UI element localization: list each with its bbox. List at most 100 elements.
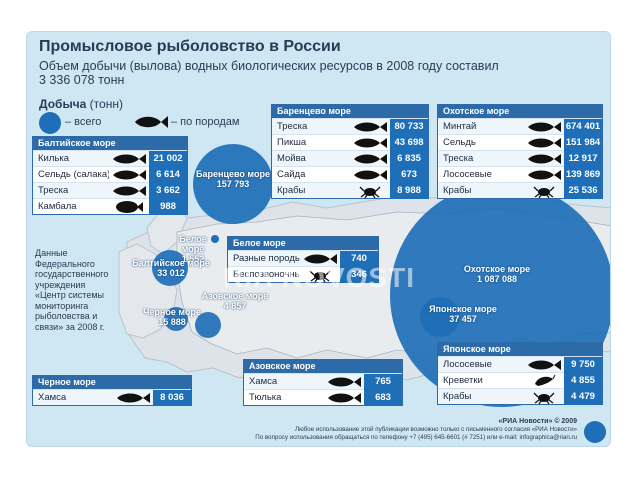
panel-baltic-sea: Балтийское море Килька 21 002 Сельдь (сала…	[32, 136, 188, 215]
fish-icon	[109, 152, 149, 166]
catch-value: 765	[364, 373, 402, 390]
table-row: Крабы 4 479	[438, 388, 602, 405]
table-row: Минтай 674 401	[438, 118, 602, 135]
bubble-baltic-value: 33 012	[157, 268, 185, 278]
infographic-frame: Промысловое рыболовство в России Объем д…	[26, 31, 611, 447]
table-row: Крабы 8 988	[272, 182, 428, 199]
page-title: Промысловое рыболовство в России	[39, 38, 341, 55]
data-source-note: Данные Федерального государственного учр…	[35, 248, 109, 332]
panel-japan-sea: Японское море Лососевые 9 750 Креветки 4 85…	[437, 342, 603, 405]
table-row: Лососевые 139 869	[438, 166, 602, 183]
species-name: Сайда	[277, 169, 306, 180]
panel-okhotsk-title: Охотское море	[438, 105, 602, 118]
footer: «РИА Новости» © 2009 Любое использование…	[177, 418, 577, 442]
fish-icon	[300, 252, 340, 266]
table-row: Крабы 25 536	[438, 182, 602, 199]
species-name: Пикша	[277, 137, 307, 148]
watermark: RIA NOVOSTI	[223, 262, 415, 293]
panel-white-title: Белое море	[228, 237, 378, 250]
panel-black-sea: Черное море Хамса 8 036	[32, 375, 192, 406]
catch-value: 674 401	[564, 118, 602, 135]
table-row: Треска 3 662	[33, 182, 187, 199]
species-name: Крабы	[277, 185, 306, 196]
bubble-azov-sea	[195, 312, 221, 338]
species-name: Разные породы	[233, 253, 300, 264]
species-name: Лососевые	[443, 359, 492, 370]
bubble-label-black: Черное море 15 888	[139, 307, 205, 327]
catch-value: 12 917	[564, 150, 602, 167]
legend-title-bold: Добыча	[39, 97, 87, 111]
page-subtitle: Объем добычи (вылова) водных биологическ…	[39, 59, 499, 87]
catch-value: 988	[149, 198, 187, 215]
species-name: Треска	[443, 153, 474, 164]
catch-value: 151 984	[564, 134, 602, 151]
crab-icon	[524, 184, 564, 198]
fish-icon	[524, 168, 564, 182]
crab-icon	[300, 268, 340, 282]
bubble-label-azov: Азовское море 4 857	[199, 291, 271, 311]
bubble-label-okhotsk: Охотское море 1 087 088	[457, 264, 537, 284]
species-name: Треска	[38, 185, 69, 196]
species-name: Мойва	[277, 153, 306, 164]
legend-total: – всего	[65, 116, 102, 128]
fish-icon	[350, 120, 390, 134]
bubble-white-name: Белое море	[179, 234, 207, 254]
panel-barents-title: Баренцево море	[272, 105, 428, 118]
panel-azov-sea: Азовское море Хамса 765 Тюлька 683	[243, 359, 403, 406]
table-row: Пикша 43 698	[272, 134, 428, 151]
bubble-japan-value: 37 457	[449, 314, 477, 324]
bubble-okhotsk-value: 1 087 088	[476, 274, 518, 284]
bubble-barents-name: Баренцево море	[196, 169, 270, 179]
fish-icon	[109, 184, 149, 198]
flatfish-icon	[109, 200, 149, 214]
footer-line1: Любое использование этой публикации возм…	[295, 426, 577, 433]
crab-icon	[350, 184, 390, 198]
bubble-black-sea	[164, 307, 188, 331]
bubble-label-barents: Баренцево море 157 793	[195, 169, 271, 189]
catch-value: 80 733	[390, 118, 428, 135]
fish-icon	[324, 391, 364, 405]
bubble-japan-name: Японское море	[429, 304, 497, 314]
table-row: Сельдь (салака) 6 614	[33, 166, 187, 183]
bubble-black-value: 15 888	[158, 317, 186, 327]
shrimp-icon	[524, 374, 564, 388]
table-row: Треска 12 917	[438, 150, 602, 167]
table-row: Лососевые 9 750	[438, 356, 602, 373]
species-name: Минтай	[443, 121, 477, 132]
catch-value: 8 988	[390, 182, 428, 199]
species-name: Сельдь	[443, 137, 476, 148]
catch-value: 6 614	[149, 166, 187, 183]
species-name: Лососевые	[443, 169, 492, 180]
bubble-okhotsk-name: Охотское море	[463, 264, 531, 274]
fish-icon	[524, 120, 564, 134]
species-name: Килька	[38, 153, 69, 164]
table-row: Хамса 765	[244, 373, 402, 390]
fish-icon	[350, 168, 390, 182]
table-row: Беспозвоночные 346	[228, 266, 378, 283]
bubble-white-value: 1 552	[181, 254, 205, 264]
fish-icon	[113, 391, 153, 405]
bubble-azov-name: Азовское море	[201, 291, 269, 301]
bubble-baltic-name: Балтийское море	[132, 258, 210, 268]
species-name: Крабы	[443, 185, 472, 196]
bubble-label-japan: Японское море 37 457	[427, 304, 499, 324]
catch-value: 673	[390, 166, 428, 183]
catch-value: 139 869	[564, 166, 602, 183]
legend-title: Добыча (тонн)	[39, 97, 123, 111]
species-name: Хамса	[249, 376, 278, 387]
panel-azov-title: Азовское море	[244, 360, 402, 373]
bubble-label-white: Белое море 1 552	[175, 234, 211, 264]
legend-circle-icon	[39, 112, 61, 134]
catch-value: 9 750	[564, 356, 602, 373]
bubble-white-sea	[211, 235, 219, 243]
legend-title-unit: (тонн)	[89, 97, 123, 111]
species-name: Беспозвоночные	[233, 269, 300, 280]
table-row: Мойва 6 835	[272, 150, 428, 167]
table-row: Разные породы 740	[228, 250, 378, 267]
catch-value: 740	[340, 250, 378, 267]
fish-icon	[350, 136, 390, 150]
panel-japan-title: Японское море	[438, 343, 602, 356]
bubble-baltic-sea	[152, 250, 188, 286]
table-row: Треска 80 733	[272, 118, 428, 135]
catch-value: 4 479	[564, 388, 602, 405]
